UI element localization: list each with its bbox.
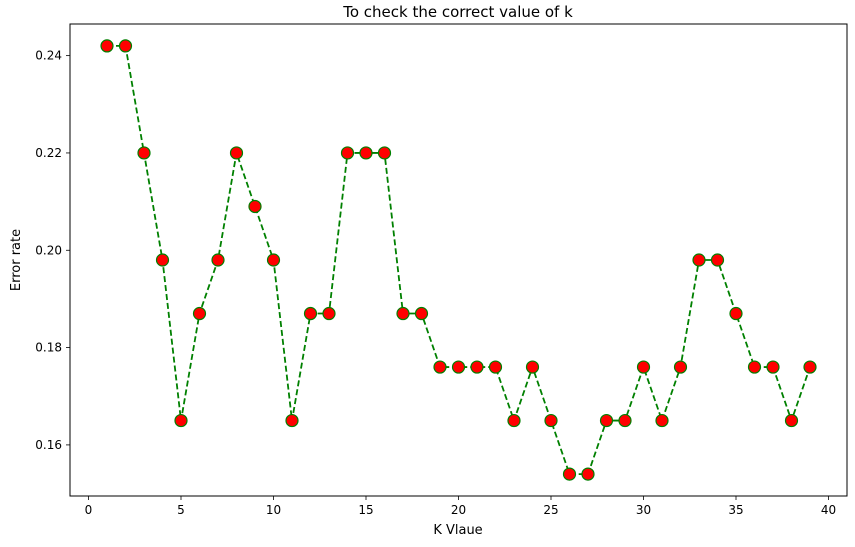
data-point-marker bbox=[544, 413, 558, 428]
data-point-marker bbox=[618, 413, 632, 428]
data-point-marker bbox=[729, 306, 743, 321]
data-point-marker bbox=[673, 360, 688, 374]
data-point-marker bbox=[692, 253, 706, 267]
data-point-marker bbox=[229, 146, 244, 160]
y-tick-label: 0.24 bbox=[35, 49, 62, 63]
series-line bbox=[107, 45, 811, 476]
y-tick-label: 0.18 bbox=[35, 341, 62, 355]
data-point-marker bbox=[507, 413, 521, 428]
data-point-marker bbox=[470, 360, 484, 374]
data-point-marker bbox=[359, 146, 373, 160]
data-point-marker bbox=[211, 253, 225, 267]
series-markers bbox=[100, 39, 817, 481]
data-point-marker bbox=[747, 360, 762, 374]
x-tick-label: 10 bbox=[266, 503, 281, 517]
data-point-marker bbox=[636, 360, 651, 374]
data-point-marker bbox=[784, 413, 799, 428]
x-axis-label: K Vlaue bbox=[433, 523, 482, 538]
y-tick-label: 0.20 bbox=[35, 243, 62, 257]
data-point-marker bbox=[525, 360, 540, 374]
x-tick-label: 0 bbox=[85, 503, 93, 517]
data-point-marker bbox=[285, 413, 299, 428]
data-point-marker bbox=[710, 253, 725, 267]
data-point-marker bbox=[266, 253, 281, 267]
data-point-marker bbox=[581, 467, 595, 481]
data-point-marker bbox=[118, 39, 133, 53]
data-point-marker bbox=[803, 360, 817, 374]
x-tick-label: 30 bbox=[636, 503, 651, 517]
data-point-marker bbox=[488, 360, 503, 374]
x-tick-label: 15 bbox=[358, 503, 373, 517]
data-point-marker bbox=[396, 306, 410, 321]
data-point-marker bbox=[155, 253, 170, 267]
data-point-marker bbox=[766, 360, 780, 374]
x-tick-label: 25 bbox=[543, 503, 558, 517]
data-point-marker bbox=[303, 306, 318, 321]
y-axis-label: Error rate bbox=[9, 229, 24, 291]
data-point-marker bbox=[137, 146, 151, 160]
data-point-marker bbox=[414, 306, 429, 321]
x-tick-label: 40 bbox=[821, 503, 836, 517]
data-point-marker bbox=[100, 39, 114, 53]
plot-area bbox=[69, 23, 848, 497]
data-point-marker bbox=[340, 146, 355, 160]
data-point-marker bbox=[655, 413, 669, 428]
y-tick-label: 0.16 bbox=[35, 438, 62, 452]
x-tick-label: 5 bbox=[177, 503, 185, 517]
data-point-marker bbox=[562, 467, 577, 481]
axis-ticks: 0 5 10 15 20 25 30 35 40 0.16 0.18 0.20 0.22 0.24 bbox=[35, 49, 836, 517]
data-point-marker bbox=[433, 360, 447, 374]
x-tick-label: 35 bbox=[728, 503, 743, 517]
y-tick-label: 0.22 bbox=[35, 146, 62, 160]
x-tick-label: 20 bbox=[451, 503, 466, 517]
chart-title: To check the correct value of k bbox=[342, 3, 573, 21]
data-point-marker bbox=[192, 306, 207, 321]
data-point-marker bbox=[248, 199, 262, 214]
data-point-marker bbox=[377, 146, 392, 160]
data-point-marker bbox=[322, 306, 336, 321]
data-point-marker bbox=[599, 413, 614, 428]
data-point-marker bbox=[174, 413, 188, 428]
data-point-marker bbox=[451, 360, 466, 374]
